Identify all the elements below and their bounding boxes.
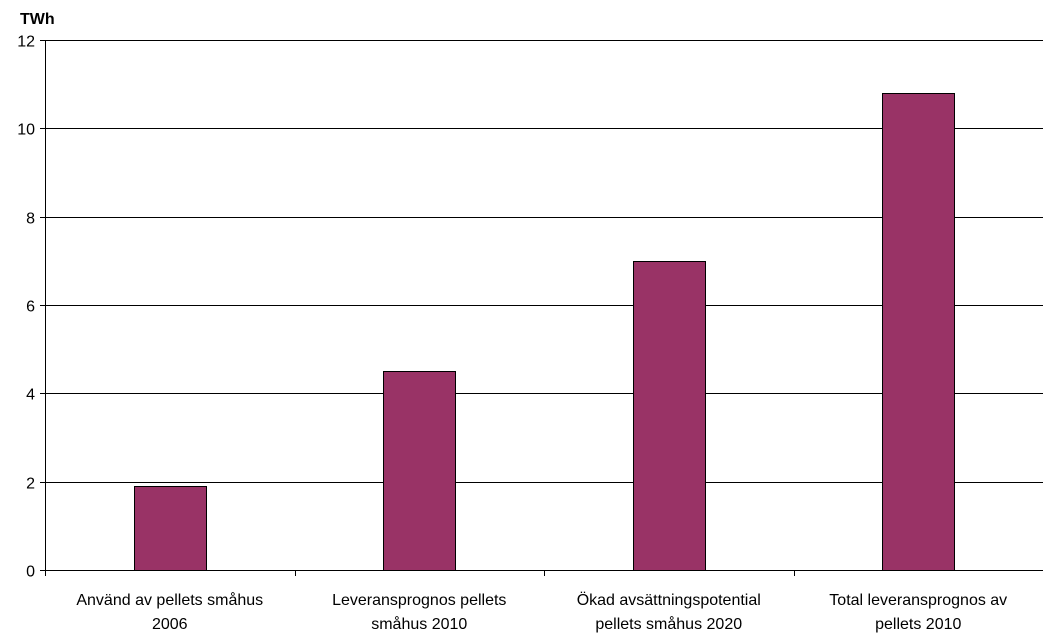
y-tick-label: 10 bbox=[17, 122, 35, 139]
gridlines bbox=[45, 40, 1043, 483]
bar bbox=[134, 486, 207, 571]
y-tick-label: 4 bbox=[26, 387, 35, 404]
bar bbox=[882, 93, 955, 571]
axes bbox=[45, 40, 1043, 576]
x-category-label-line: 2006 bbox=[152, 616, 188, 633]
x-category-label-line: Leveransprognos pellets bbox=[332, 592, 506, 609]
bars bbox=[134, 93, 955, 571]
x-category-label-line: småhus 2010 bbox=[371, 615, 467, 633]
y-tick-label: 0 bbox=[26, 564, 35, 581]
x-category-label: Använd av pellets småhus 2006 bbox=[76, 591, 263, 633]
y-tick-label: 6 bbox=[26, 299, 35, 316]
x-category-label-line: pellets småhus 2020 bbox=[595, 615, 742, 633]
bar bbox=[383, 371, 456, 571]
y-tick-label: 8 bbox=[26, 211, 35, 228]
y-tick-label: 12 bbox=[17, 34, 35, 51]
x-category-label-line: Ökad avsättningspotential bbox=[577, 591, 761, 609]
x-category-label-line: Total leveransprognos av bbox=[829, 592, 1007, 609]
x-category-label: Ökad avsättningspotential pellets småhus … bbox=[577, 591, 761, 633]
y-tick-label: 2 bbox=[26, 476, 35, 493]
x-axis-categories: Använd av pellets småhus 2006 Leveransprog… bbox=[76, 591, 1007, 633]
y-axis-unit-label: TWh bbox=[20, 11, 55, 28]
bar bbox=[633, 261, 706, 571]
x-category-label: Leveransprognos pellets småhus 2010 bbox=[332, 592, 506, 633]
y-axis-ticks: 0 2 4 6 8 10 12 bbox=[17, 34, 45, 581]
x-category-label-line: Använd av pellets småhus bbox=[76, 591, 263, 609]
x-category-label: Total leveransprognos av pellets 2010 bbox=[829, 592, 1007, 633]
x-category-label-line: pellets 2010 bbox=[875, 616, 961, 633]
